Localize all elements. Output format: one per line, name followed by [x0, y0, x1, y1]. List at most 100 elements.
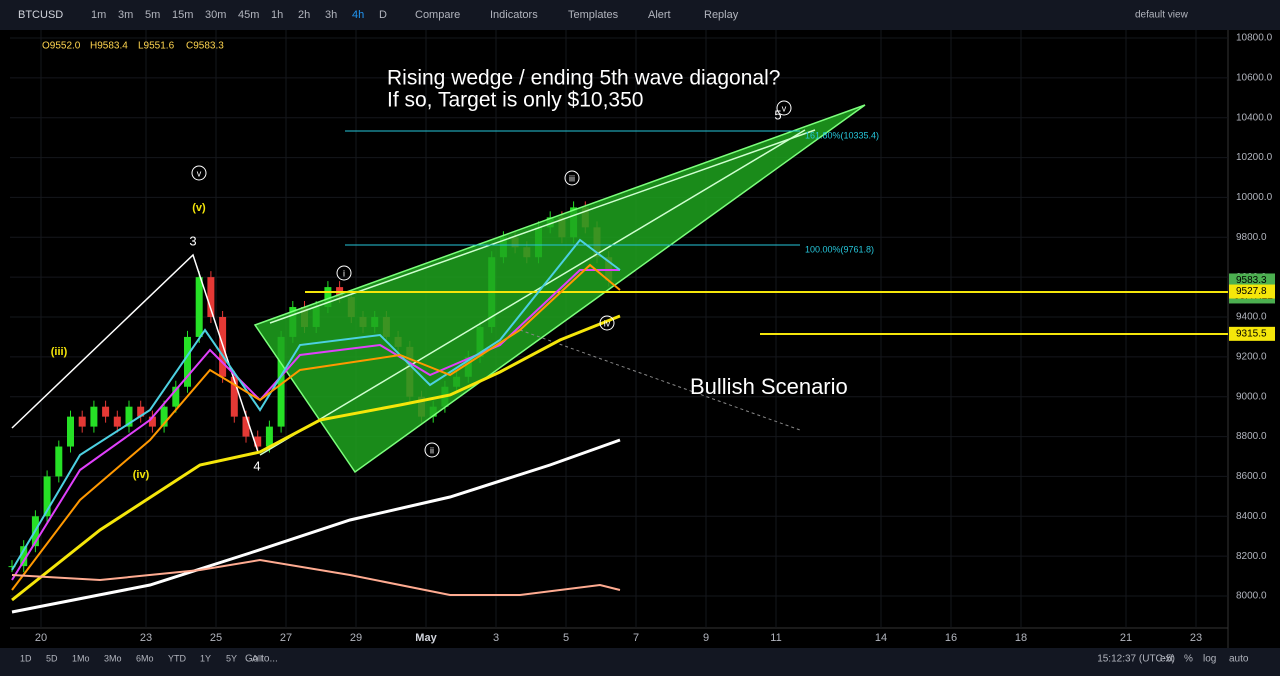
layout-name[interactable]: default view	[1135, 10, 1189, 21]
candle	[277, 336, 285, 427]
range-button[interactable]: YTD	[168, 653, 187, 663]
range-button[interactable]: 1Mo	[72, 653, 90, 663]
wave-label: i	[343, 268, 345, 278]
annotation: Bullish Scenario	[690, 374, 848, 399]
candle	[137, 406, 145, 417]
candle	[160, 406, 168, 427]
interval-button[interactable]: 1h	[271, 9, 283, 21]
ma-50	[11, 314, 621, 602]
interval-button[interactable]: 15m	[172, 9, 193, 21]
toolbar-button[interactable]: Alert	[648, 9, 671, 21]
interval-button[interactable]: 5m	[145, 9, 160, 21]
bottom-toolbar	[0, 648, 1280, 676]
scale-option[interactable]: auto	[1229, 654, 1249, 665]
wave-circle	[564, 170, 580, 186]
price-label-bg	[1229, 273, 1275, 288]
candle	[8, 566, 16, 568]
interval-button[interactable]: 1m	[91, 9, 106, 21]
clock: 15:12:37 (UTC-5)	[1097, 654, 1175, 665]
y-tick-label: 8000.0	[1236, 591, 1267, 602]
trend-line	[519, 329, 801, 431]
scale-option[interactable]: ext	[1160, 654, 1174, 665]
fib-label: 100.00%(9761.8)	[805, 244, 874, 254]
y-tick-label: 10400.0	[1236, 112, 1273, 123]
y-tick-label: 9000.0	[1236, 391, 1267, 402]
y-tick-label: 9800.0	[1236, 232, 1267, 243]
wave-label: iv	[604, 318, 611, 328]
candle	[324, 287, 332, 308]
y-tick-label: 10200.0	[1236, 152, 1273, 163]
interval-button[interactable]: D	[379, 9, 387, 21]
wave-label: (v)	[192, 202, 206, 214]
y-tick-label: 8800.0	[1236, 431, 1267, 442]
y-tick-label: 10000.0	[1236, 192, 1273, 203]
interval-button[interactable]: 4h	[352, 9, 364, 21]
x-tick-label: 11	[770, 632, 781, 644]
range-button[interactable]: 1Y	[200, 653, 211, 663]
wave-label: 4	[253, 458, 260, 473]
candle	[125, 406, 133, 427]
x-tick-label: 3	[493, 632, 499, 644]
price-label-bg	[1229, 284, 1275, 299]
ma	[11, 238, 621, 571]
candle	[184, 336, 191, 387]
wave-circle	[191, 165, 207, 181]
range-button[interactable]: All	[252, 653, 262, 663]
toolbar-button[interactable]: Compare	[415, 9, 460, 21]
wave-label: 5	[774, 107, 781, 122]
fib-label: 161.80%(10335.4)	[805, 130, 879, 140]
range-button[interactable]: 1D	[20, 653, 32, 663]
toolbar-button[interactable]: Indicators	[490, 9, 538, 21]
x-tick-label: May	[415, 632, 437, 644]
y-tick-label: 8200.0	[1236, 551, 1267, 562]
scale-option[interactable]: log	[1203, 654, 1216, 665]
range-button[interactable]: 5Y	[226, 653, 237, 663]
interval-button[interactable]: 30m	[205, 9, 226, 21]
x-tick-label: 9	[703, 632, 709, 644]
interval-button[interactable]: 3h	[325, 9, 337, 21]
ohlc-value: O9552.0	[42, 41, 81, 52]
candle	[20, 546, 28, 567]
goto[interactable]: Go to...	[245, 654, 278, 665]
ma	[11, 269, 620, 581]
interval-button[interactable]: 2h	[298, 9, 310, 21]
top-toolbar	[0, 0, 1280, 30]
y-tick-label: 9400.0	[1236, 312, 1267, 323]
y-tick-label: 8600.0	[1236, 471, 1267, 482]
y-tick-label: 10600.0	[1236, 72, 1273, 83]
candle	[195, 277, 203, 337]
x-tick-label: 23	[140, 632, 152, 644]
toolbar-button[interactable]: Replay	[704, 9, 739, 21]
price-label: 9315.5	[1236, 328, 1267, 339]
wedge-line	[269, 129, 816, 324]
y-tick-label: 10800.0	[1236, 33, 1273, 44]
toolbar-button[interactable]: Templates	[568, 9, 619, 21]
interval-button[interactable]: 3m	[118, 9, 133, 21]
scale-option[interactable]: %	[1184, 654, 1193, 665]
annotation: If so, Target is only $10,350	[387, 89, 643, 112]
ohlc-value: H9583.4	[90, 41, 128, 52]
range-button[interactable]: 3Mo	[104, 653, 122, 663]
interval-button[interactable]: 45m	[238, 9, 259, 21]
x-tick-label: 16	[945, 632, 957, 644]
wave-label: (iii)	[51, 346, 68, 358]
ma-200	[11, 438, 621, 614]
y-tick-label: 9200.0	[1236, 351, 1267, 362]
candle	[78, 416, 86, 427]
candle	[113, 416, 121, 427]
ohlc-value: C9583.3	[186, 41, 224, 52]
price-label-bg	[1229, 326, 1275, 341]
wave-label: v	[197, 168, 202, 178]
wave-circle	[599, 315, 615, 331]
candle	[67, 416, 74, 447]
x-tick-label: 27	[280, 632, 292, 644]
wave-label: 3	[189, 233, 196, 248]
candle	[254, 436, 262, 447]
price-label: 9583.3	[1236, 275, 1267, 286]
range-button[interactable]: 5D	[46, 653, 58, 663]
wave-circle	[424, 442, 440, 458]
range-button[interactable]: 6Mo	[136, 653, 154, 663]
symbol[interactable]: BTCUSD	[18, 9, 63, 21]
wave-circle	[776, 100, 792, 116]
